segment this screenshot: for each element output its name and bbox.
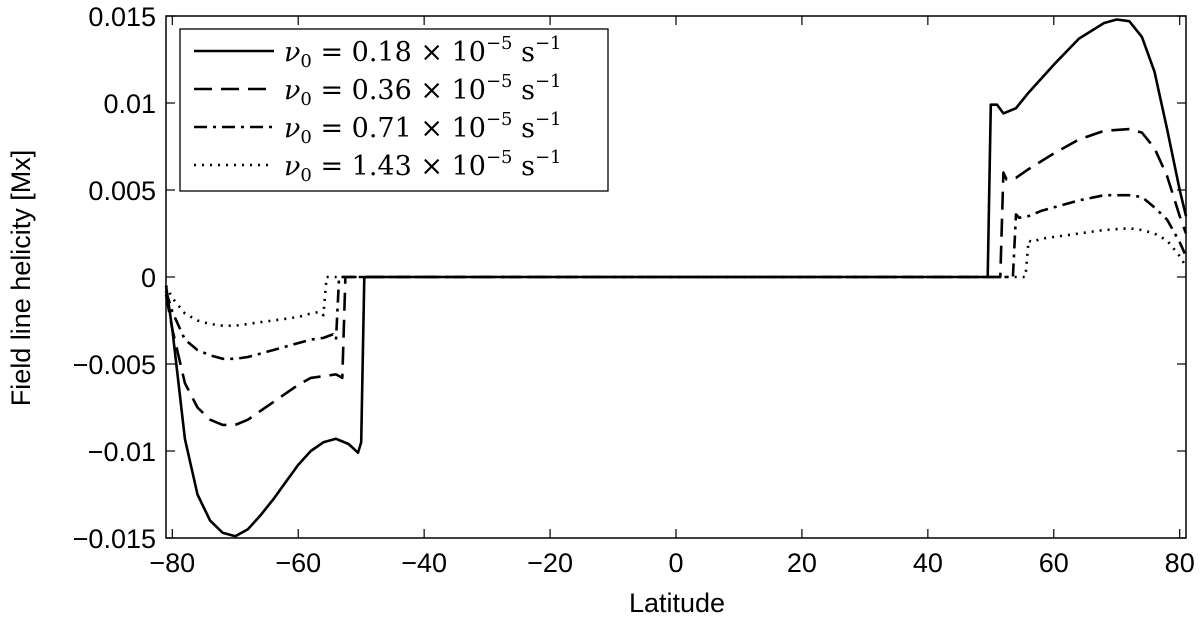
y-tick-label: −0.015 xyxy=(73,524,156,554)
y-tick-label: 0.005 xyxy=(88,176,156,206)
x-tick-label: 60 xyxy=(1039,548,1069,578)
x-tick-label: 0 xyxy=(668,548,683,578)
legend-entry: ν0 = 0.71 × 10−5 s−1 xyxy=(284,109,561,148)
y-tick-label: −0.005 xyxy=(73,350,156,380)
y-tick-label: −0.01 xyxy=(88,437,156,467)
x-tick-label: −60 xyxy=(275,548,321,578)
ticks-layer: −80 −60 −40 −20 0 20 40 60 80 −0.015 −0.01 −0.005 0 0… xyxy=(73,2,1195,578)
legend: ν0 = 0.18 × 10−5 s−1ν0 = 0.36 × 10−5 s−1… xyxy=(179,28,609,192)
series-layer xyxy=(164,18,1188,538)
y-tick-label: 0 xyxy=(141,263,156,293)
y-tick-label: 0.015 xyxy=(88,2,156,32)
legend-entry: ν0 = 0.36 × 10−5 s−1 xyxy=(284,71,561,110)
x-tick-label: −40 xyxy=(401,548,447,578)
x-axis-title: Latitude xyxy=(629,588,725,618)
series-line-4 xyxy=(164,227,1188,327)
y-tick-label: 0.01 xyxy=(103,89,156,119)
legend-entry: ν0 = 0.18 × 10−5 s−1 xyxy=(284,33,561,72)
x-tick-label: −80 xyxy=(149,548,195,578)
x-tick-label: 40 xyxy=(913,548,943,578)
x-tick-label: 80 xyxy=(1165,548,1195,578)
x-tick-label: −20 xyxy=(527,548,573,578)
legend-entry: ν0 = 1.43 × 10−5 s−1 xyxy=(284,147,561,186)
x-tick-label: 20 xyxy=(787,548,817,578)
y-axis-title: Field line helicity [Mx] xyxy=(6,150,36,407)
